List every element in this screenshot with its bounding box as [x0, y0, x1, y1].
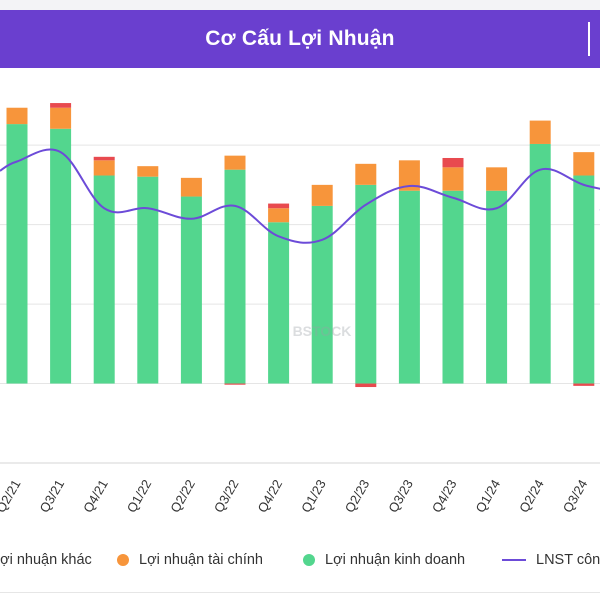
- chart-legend: Lợi nhuận khác Lợi nhuận tài chính Lợi n…: [0, 544, 600, 574]
- bar-financial-profit: [573, 152, 595, 176]
- x-tick-label: Q2/23: [342, 477, 373, 515]
- bar-financial-profit: [224, 155, 246, 170]
- header-divider: [588, 22, 590, 56]
- legend-item-business-profit[interactable]: Lợi nhuận kinh doanh: [303, 550, 465, 570]
- bar-financial-profit: [93, 160, 115, 176]
- bar-other-profit: [268, 203, 290, 209]
- bar-business-profit: [311, 205, 333, 384]
- bar-financial-profit: [442, 167, 464, 191]
- bar-financial-profit: [486, 167, 508, 191]
- legend-item-other-profit[interactable]: Lợi nhuận khác: [0, 550, 92, 570]
- chart-title: Cơ Cấu Lợi Nhuận: [205, 27, 395, 50]
- bar-financial-profit: [355, 163, 377, 185]
- x-tick-label: Q4/21: [80, 477, 111, 515]
- bar-other-profit: [442, 157, 464, 168]
- legend-label-financial-profit: Lợi nhuận tài chính: [139, 552, 263, 568]
- bar-business-profit: [442, 190, 464, 384]
- chart-header: Cơ Cấu Lợi Nhuận: [0, 10, 600, 68]
- bar-business-profit: [486, 190, 508, 384]
- lnst-line: [0, 148, 600, 244]
- x-tick-label: Q2/24: [516, 477, 547, 515]
- bar-financial-profit: [180, 177, 202, 197]
- legend-label-other-profit: Lợi nhuận khác: [0, 552, 92, 568]
- bar-business-profit: [355, 184, 377, 384]
- x-tick-label: Q3/23: [385, 477, 416, 515]
- legend-label-business-profit: Lợi nhuận kinh doanh: [325, 552, 466, 568]
- bar-business-profit: [180, 196, 202, 384]
- bar-business-profit: [529, 143, 551, 384]
- bar-other-profit: [573, 383, 595, 386]
- legend-line-lnst-icon: [502, 559, 526, 561]
- x-tick-label: Q1/22: [124, 477, 155, 515]
- bar-other-profit: [224, 383, 246, 385]
- top-strip: [0, 0, 600, 10]
- bar-business-profit: [224, 169, 246, 384]
- bar-financial-profit: [311, 184, 333, 206]
- bottom-border: [0, 592, 600, 593]
- x-tick-label: Q2/21: [0, 477, 24, 515]
- bar-financial-profit: [6, 107, 28, 125]
- profit-structure-chart: BSTOCK Q2/21 Q3/21 Q4/21 Q1/22 Q2/22 Q3/22 Q4/2…: [0, 103, 600, 515]
- bar-business-profit: [573, 175, 595, 384]
- legend-dot-financial-icon: [117, 554, 129, 566]
- bar-other-profit: [50, 103, 72, 108]
- bar-financial-profit: [398, 160, 420, 191]
- bar-business-profit: [268, 222, 290, 384]
- watermark-text: BSTOCK: [293, 323, 352, 339]
- bar-financial-profit: [268, 208, 290, 223]
- bar-financial-profit: [50, 107, 72, 129]
- bar-other-profit: [93, 156, 115, 161]
- x-tick-label: Q4/23: [429, 477, 460, 515]
- bar-business-profit: [93, 175, 115, 384]
- bar-other-profit: [355, 383, 377, 388]
- bar-business-profit: [6, 124, 28, 384]
- bar-financial-profit: [137, 166, 159, 177]
- legend-item-lnst[interactable]: LNST công: [502, 550, 600, 570]
- x-tick-label: Q4/22: [254, 477, 285, 515]
- x-tick-label: Q1/24: [472, 477, 503, 515]
- bar-business-profit: [398, 190, 420, 384]
- x-tick-label: Q2/22: [167, 477, 198, 515]
- legend-item-financial-profit[interactable]: Lợi nhuận tài chính: [117, 550, 263, 570]
- x-tick-label: Q3/24: [560, 477, 591, 515]
- x-tick-label: Q3/21: [36, 477, 67, 515]
- legend-dot-business-icon: [303, 554, 315, 566]
- x-tick-label: Q1/23: [298, 477, 329, 515]
- bar-business-profit: [137, 176, 159, 384]
- legend-label-lnst: LNST công: [536, 552, 600, 568]
- bar-business-profit: [50, 128, 72, 384]
- bar-financial-profit: [529, 120, 551, 144]
- x-tick-label: Q3/22: [211, 477, 242, 515]
